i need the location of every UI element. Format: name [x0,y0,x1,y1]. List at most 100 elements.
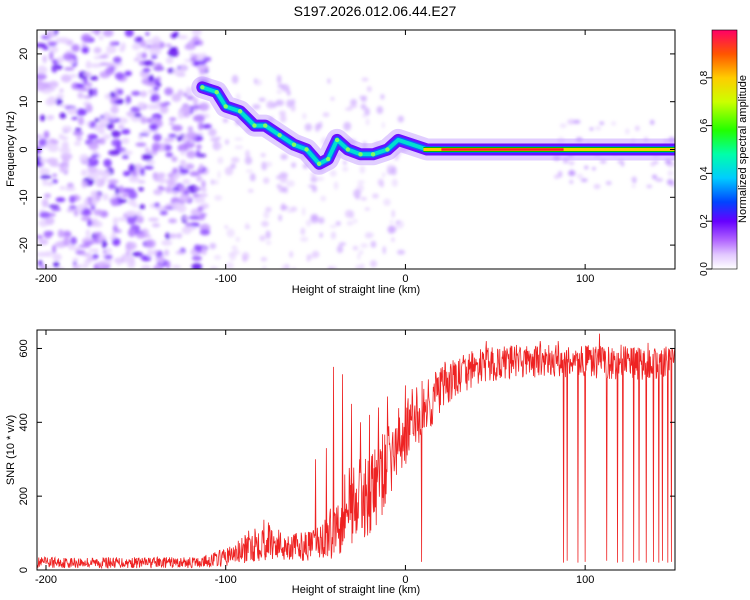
noise-blob [343,160,347,165]
noise-blob [235,236,240,243]
noise-blob [85,229,91,238]
noise-blob [98,118,110,125]
noise-blob [67,59,76,65]
snr-y-label: SNR (10 * v/v) [5,415,17,485]
noise-blob [164,87,174,96]
noise-blob [278,214,283,222]
colorbar-tick-label: 0.6 [699,118,710,132]
colorbar-tick-label: 0.8 [699,70,710,84]
noise-blob [397,115,405,123]
noise-blob [42,54,47,64]
noise-blob [80,169,88,177]
noise-blob [241,251,250,261]
ridge-knot [345,147,351,152]
noise-blob [290,104,296,112]
noise-blob [346,220,354,226]
noise-blob [83,77,88,85]
noise-blob [567,170,576,177]
noise-blob [201,188,207,192]
noise-blob [147,150,158,155]
noise-blob [281,187,288,193]
noise-blob [559,123,567,129]
noise-blob [109,97,115,103]
noise-blob [287,91,291,96]
noise-blob [137,102,146,109]
ridge-knot [358,152,363,157]
noise-blob [195,149,201,157]
noise-blob [193,196,206,204]
noise-blob [168,218,178,224]
noise-blob [168,122,175,126]
noise-blob [117,199,128,203]
snr-y-tick-label: 200 [18,487,30,505]
noise-blob [81,33,92,43]
noise-blob [169,117,177,122]
colorbar-tick-label: 0.4 [699,166,710,180]
noise-blob [234,145,244,150]
colorbar-tick-label: 0.2 [699,214,710,228]
noise-blob [181,161,188,169]
noise-blob [126,111,135,117]
noise-blob [225,261,234,269]
noise-blob [389,219,394,225]
noise-blob [194,187,202,191]
noise-blob [192,256,202,262]
colorbar-tick-label: 0.0 [699,262,710,276]
noise-blob [380,181,384,188]
noise-blob [360,103,367,110]
noise-blob [147,248,153,258]
noise-blob [48,43,57,47]
noise-blob [396,220,400,224]
noise-blob [350,98,358,106]
ridge-knot [325,156,331,162]
noise-blob [39,157,47,163]
noise-blob [179,194,191,203]
noise-blob [365,118,370,126]
noise-blob [83,198,89,207]
snr-x-tick-label: 0 [402,574,408,586]
noise-blob [101,240,108,249]
noise-blob [231,157,240,164]
noise-blob [198,163,204,172]
noise-blob [176,233,183,239]
noise-blob [142,68,151,73]
snr-series-line [37,333,675,570]
noise-blob [573,119,581,124]
noise-blob [37,73,47,81]
spectrogram-x-ticks: -200 -100 0 100 [35,30,594,285]
noise-blob [344,209,354,219]
spectral-ridge [191,76,675,175]
noise-blob [50,207,61,212]
snr-line [37,333,675,570]
noise-blob [66,208,75,213]
noise-blob [39,211,51,219]
noise-blob [592,167,596,171]
noise-blob [276,89,282,95]
noise-blob [322,112,330,118]
noise-blob [46,157,59,165]
noise-blob [188,215,199,220]
noise-blob [92,149,97,155]
noise-blob [45,181,54,187]
noise-blob [49,45,59,54]
noise-blob [38,138,48,147]
noise-blob [117,124,125,130]
noise-blob [209,242,217,250]
noise-blob [133,57,140,62]
noise-blob [125,95,132,104]
noise-blob [584,165,589,170]
noise-blob [192,60,200,67]
noise-blob [361,77,369,82]
noise-blob [45,142,56,147]
noise-blob [594,125,602,131]
noise-blob [153,86,160,92]
ridge-knot [200,85,205,90]
noise-blob [75,108,88,116]
noise-blob [286,209,294,213]
noise-blob [60,74,72,83]
noise-blob [159,210,168,216]
spectrogram-y-tick-label: -20 [18,237,30,253]
noise-blob [150,93,160,102]
noise-blob [226,228,235,238]
noise-blob [98,137,106,145]
